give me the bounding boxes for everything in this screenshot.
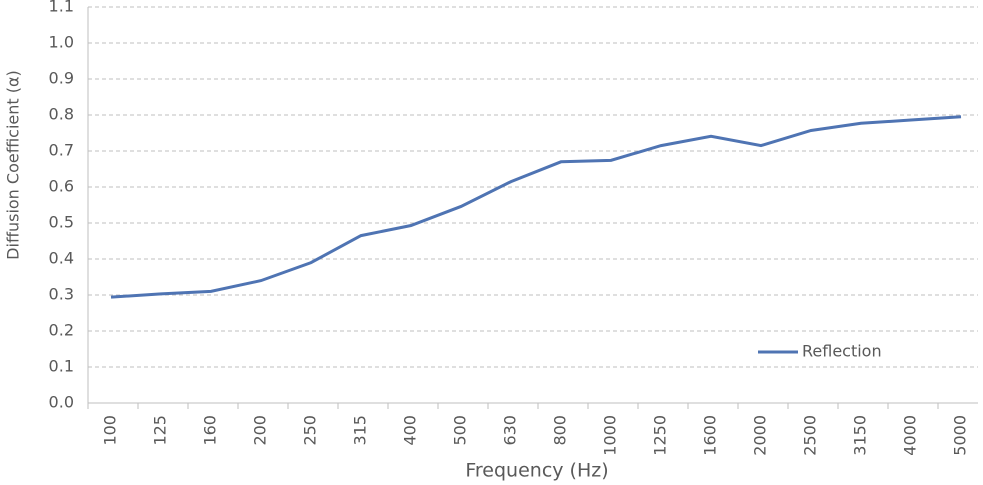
- x-tick-label: 1250: [651, 415, 670, 456]
- x-tick-label: 4000: [901, 415, 920, 456]
- x-tick-label: 3150: [851, 415, 870, 456]
- x-tick-label: 800: [551, 415, 570, 446]
- x-tick-label: 160: [201, 415, 220, 446]
- y-tick-label: 0.2: [49, 321, 74, 340]
- legend-label: Reflection: [802, 342, 882, 361]
- y-tick-label: 0.8: [49, 105, 74, 124]
- y-axis-title: Diffusion Coefficient (α): [4, 70, 23, 260]
- x-tick-label: 2000: [751, 415, 770, 456]
- y-tick-label: 0.3: [49, 285, 74, 304]
- x-tick-label: 630: [501, 415, 520, 446]
- x-tick-label: 5000: [951, 415, 970, 456]
- x-tick-label: 500: [451, 415, 470, 446]
- x-axis-title: Frequency (Hz): [465, 460, 608, 482]
- x-tick-label: 1600: [701, 415, 720, 456]
- y-tick-label: 0.9: [49, 69, 74, 88]
- y-tick-label: 1.1: [49, 0, 74, 16]
- x-tick-label: 125: [151, 415, 170, 446]
- x-tick-label: 1000: [601, 415, 620, 456]
- y-tick-label: 0.7: [49, 141, 74, 160]
- x-tick-label: 315: [351, 415, 370, 446]
- x-tick-label: 250: [301, 415, 320, 446]
- y-tick-label: 0.4: [49, 249, 74, 268]
- x-tick-label: 100: [101, 415, 120, 446]
- y-tick-label: 0.6: [49, 177, 74, 196]
- x-tick-label: 400: [401, 415, 420, 446]
- x-tick-label: 2500: [801, 415, 820, 456]
- y-tick-label: 1.0: [49, 33, 74, 52]
- data-line: [110, 115, 962, 299]
- x-tick-label: 200: [251, 415, 270, 446]
- y-tick-label: 0.1: [49, 357, 74, 376]
- y-tick-label: 0.0: [49, 393, 74, 412]
- y-tick-label: 0.5: [49, 213, 74, 232]
